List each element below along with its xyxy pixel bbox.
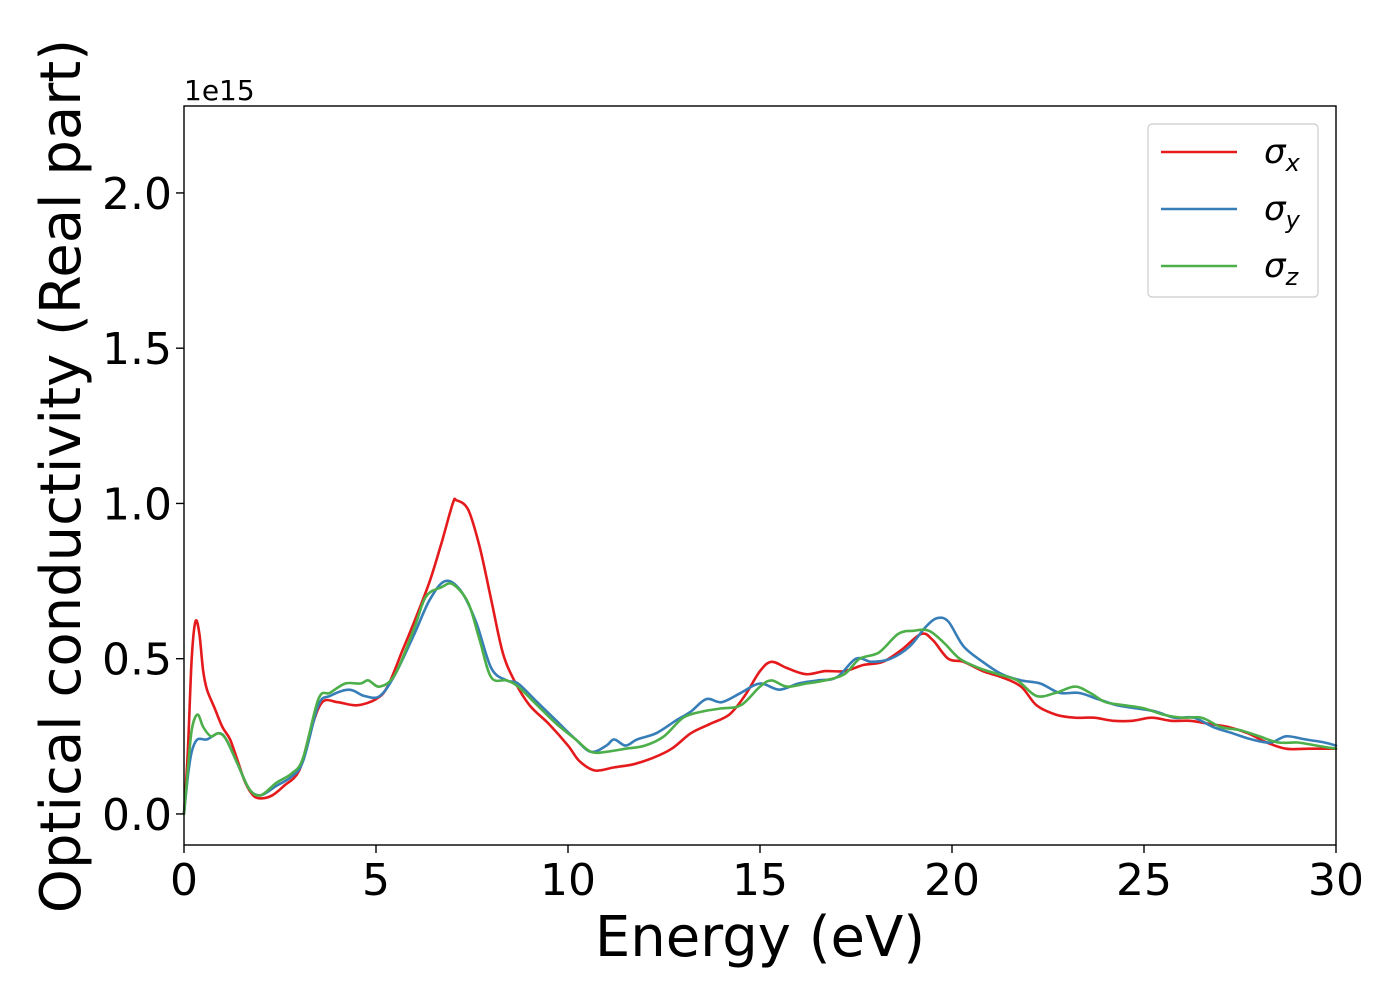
x-tick-label: 25	[1116, 855, 1172, 906]
legend-label-y: σy	[1264, 189, 1301, 234]
y-tick-label: 1.5	[102, 324, 172, 375]
legend-label-z: σz	[1264, 246, 1300, 291]
x-tick-label: 0	[170, 855, 198, 906]
legend-frame	[1147, 123, 1319, 298]
x-tick-label: 20	[924, 855, 980, 906]
series-layer	[182, 497, 1338, 816]
y-axis-ticks: 0.0 0.5 1.0 1.5 2.0	[102, 169, 184, 841]
legend: σx σy σz	[1147, 123, 1319, 298]
series-line-x	[182, 497, 1338, 816]
y-tick-label: 2.0	[102, 169, 172, 220]
legend-entries: σx σy σz	[1161, 132, 1301, 291]
y-tick-label: 1.0	[102, 479, 172, 530]
x-axis-ticks: 0 5 10 15 20 25 30	[170, 845, 1364, 906]
series-line-z	[182, 582, 1338, 816]
x-tick-label: 30	[1308, 855, 1364, 906]
y-offset-label: 1e15	[184, 74, 255, 107]
x-tick-label: 5	[362, 855, 390, 906]
y-tick-label: 0.5	[102, 635, 172, 686]
y-tick-label: 0.0	[102, 790, 172, 841]
y-axis-label: Optical conductivity (Real part)	[29, 39, 94, 913]
x-tick-label: 10	[540, 855, 596, 906]
x-axis-label: Energy (eV)	[595, 905, 925, 970]
legend-label-x: σx	[1264, 132, 1301, 177]
x-tick-label: 15	[732, 855, 788, 906]
